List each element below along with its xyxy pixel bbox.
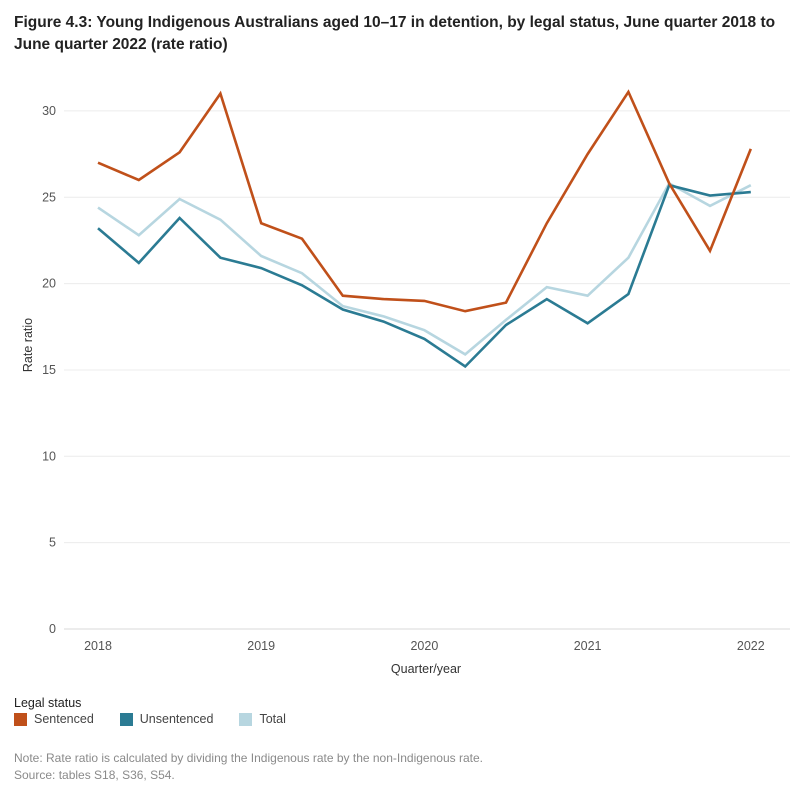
legend-label-total: Total	[259, 712, 286, 726]
y-tick-label: 30	[42, 104, 56, 118]
line-chart: 0 5 10 15 20 25 30 2018 2019 2020 2021 2022 Rate r…	[21, 89, 790, 676]
grid-lines	[64, 110, 790, 630]
x-tick-label: 2020	[410, 639, 438, 653]
legend: Sentenced Unsentenced Total	[14, 712, 312, 726]
y-tick-label: 15	[42, 363, 56, 377]
legend-item-sentenced[interactable]: Sentenced	[14, 712, 94, 726]
footnotes: Note: Rate ratio is calculated by dividi…	[14, 750, 483, 784]
legend-label-unsentenced: Unsentenced	[139, 712, 214, 726]
y-tick-label: 20	[42, 277, 56, 291]
legend-swatch-total	[239, 712, 253, 726]
y-tick-label: 5	[49, 536, 56, 550]
x-tick-label: 2021	[574, 639, 602, 653]
x-tick-label: 2022	[737, 639, 765, 653]
series-line-total[interactable]	[97, 181, 752, 356]
y-axis-label: Rate ratio	[21, 318, 35, 372]
x-tick-label: 2018	[84, 639, 112, 653]
x-axis-label: Quarter/year	[391, 662, 461, 676]
y-tick-label: 25	[42, 190, 56, 204]
note-text: Note: Rate ratio is calculated by dividi…	[14, 751, 483, 765]
x-tick-label: 2019	[247, 639, 275, 653]
legend-item-unsentenced[interactable]: Unsentenced	[119, 712, 214, 726]
legend-item-total[interactable]: Total	[239, 712, 286, 726]
y-tick-label: 0	[49, 622, 56, 636]
y-tick-label: 10	[42, 449, 56, 463]
legend-swatch-unsentenced	[119, 712, 133, 726]
legend-title: Legal status	[14, 696, 82, 710]
series-line-unsentenced[interactable]	[97, 183, 751, 369]
chart-title: Figure 4.3: Young Indigenous Australians…	[14, 14, 776, 53]
y-axis-ticks: 0 5 10 15 20 25 30	[42, 104, 56, 636]
legend-swatch-sentenced	[14, 712, 27, 726]
x-axis-ticks: 2018 2019 2020 2021 2022	[84, 639, 765, 653]
legend-label-sentenced: Sentenced	[34, 712, 94, 726]
series-lines	[97, 89, 753, 369]
series-line-sentenced[interactable]	[97, 89, 753, 313]
source-text: Source: tables S18, S36, S54.	[14, 768, 175, 782]
